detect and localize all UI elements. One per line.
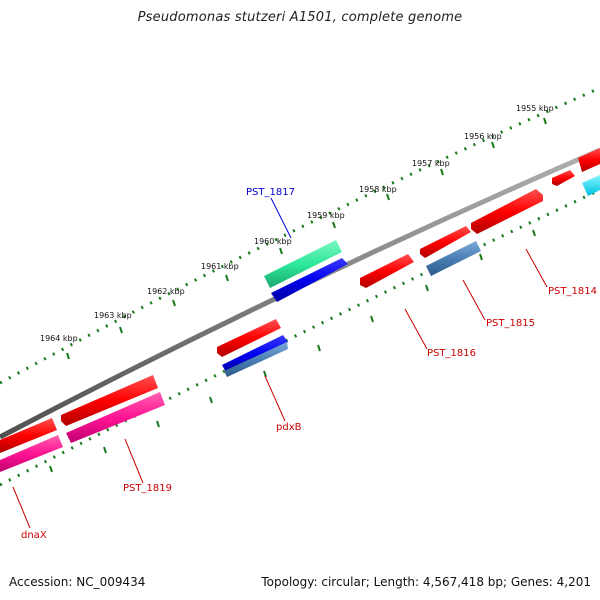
gene-feature-pst1814[interactable] — [471, 189, 543, 234]
gene-feature-pst1819[interactable] — [66, 392, 165, 443]
label-leaders — [12, 197, 548, 529]
map-title: Pseudomonas stutzeri A1501, complete gen… — [137, 10, 463, 25]
tick-labels: 1955 kbp 1956 kbp 1957 kbp 1958 kbp 1959… — [40, 104, 554, 343]
outer-tick-ring — [0, 86, 600, 385]
gene-label-pst1819[interactable]: PST_1819 — [123, 483, 172, 494]
gene-label-pst1817[interactable]: PST_1817 — [246, 187, 295, 198]
tick-label: 1957 kbp — [412, 159, 450, 168]
gene-feature-red-small[interactable] — [552, 170, 575, 186]
genome-summary-text: Topology: circular; Length: 4,567,418 bp… — [261, 575, 591, 589]
tick-label: 1964 kbp — [40, 334, 78, 343]
gene-label-pst1815[interactable]: PST_1815 — [486, 318, 535, 329]
gene-label-pst1814[interactable]: PST_1814 — [548, 286, 597, 297]
tick-label: 1958 kbp — [359, 185, 397, 194]
genome-backbone — [0, 147, 600, 440]
gene-feature-pdxb[interactable] — [222, 335, 288, 377]
gene-feature-pst1815-upper[interactable] — [420, 226, 471, 258]
gene-feature-red-dnax-upper[interactable] — [0, 418, 57, 453]
gene-feature-cyan[interactable] — [582, 175, 600, 196]
accession-text: Accession: NC_009434 — [9, 575, 146, 589]
gene-feature-pst1816[interactable] — [360, 254, 414, 288]
tick-label: 1961 kbp — [201, 262, 239, 271]
gene-feature-red-pdxb-upper[interactable] — [217, 319, 281, 357]
gene-feature-pst1815[interactable] — [426, 241, 481, 276]
gene-label-pdxb[interactable]: pdxB — [276, 422, 302, 433]
tick-label: 1960 kbp — [254, 237, 292, 246]
gene-feature-red[interactable] — [578, 148, 600, 172]
tick-label: 1959 kbp — [307, 211, 345, 220]
tick-label: 1962 kbp — [147, 287, 185, 296]
tick-label: 1955 kbp — [516, 104, 554, 113]
gene-feature-dnax[interactable] — [0, 435, 63, 472]
gene-feature-pst1817[interactable] — [271, 258, 348, 302]
gene-feature-green[interactable] — [264, 240, 342, 288]
tick-label: 1963 kbp — [94, 311, 132, 320]
gene-label-dnax[interactable]: dnaX — [21, 530, 47, 541]
inner-tick-ring — [0, 188, 600, 487]
gene-feature-red-1819-upper[interactable] — [61, 375, 158, 426]
major-ticks — [49, 117, 547, 473]
gene-label-pst1816[interactable]: PST_1816 — [427, 348, 476, 359]
tick-label: 1956 kbp — [464, 132, 502, 141]
